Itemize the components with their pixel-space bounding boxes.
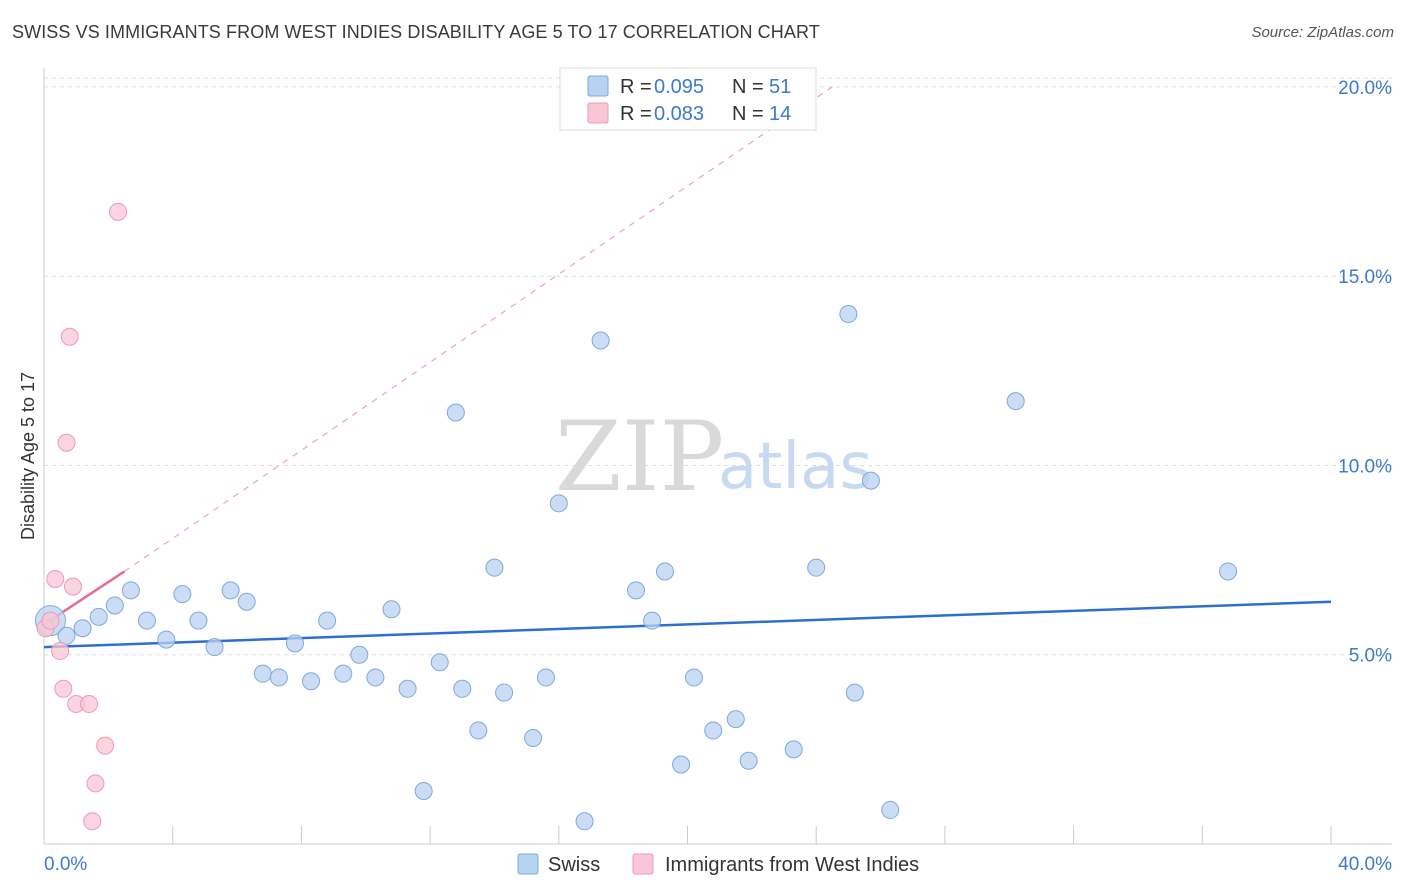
swiss-point-38 [672, 755, 691, 774]
y-tick-labels: 5.0% 10.0% 15.0% 20.0% [1338, 78, 1392, 667]
swiss-point-50 [1219, 562, 1238, 581]
legend-n-label-swiss: N = [732, 76, 764, 98]
bottom-legend-swatch-west-indies [632, 853, 654, 875]
swiss-point-12 [237, 592, 256, 611]
legend-swatch-west-indies [587, 102, 609, 124]
swiss-point-8 [173, 585, 192, 604]
swiss-point-5 [121, 581, 140, 600]
legend-r-label-west-indies: R = [620, 103, 652, 125]
swiss-point-19 [350, 645, 369, 664]
west-indies-points [36, 202, 128, 831]
legend-n-label-west-indies: N = [732, 103, 764, 125]
swiss-point-6 [137, 611, 156, 630]
bottom-legend-swatch-swiss [517, 853, 539, 875]
swiss-point-26 [453, 679, 472, 698]
legend-n-value-west-indies: 14 [769, 103, 791, 125]
swiss-point-4 [105, 596, 124, 615]
grid [44, 77, 1392, 656]
watermark-atlas: atlas [718, 430, 873, 504]
axes [43, 68, 1392, 845]
trend-lines [43, 86, 1332, 649]
swiss-point-42 [739, 751, 758, 770]
bottom-legend-label-swiss: Swiss [548, 854, 600, 876]
y-tick-label-3: 20.0% [1338, 78, 1392, 99]
swiss-point-30 [524, 729, 543, 748]
x-tick-label-min: 0.0% [44, 854, 87, 875]
swiss-point-20 [366, 668, 385, 687]
swiss-point-7 [157, 630, 176, 649]
watermark-zip: ZIP [555, 401, 724, 513]
legend-r-label-swiss: R = [620, 76, 652, 98]
swiss-point-22 [398, 679, 417, 698]
watermark: ZIP atlas [555, 401, 873, 513]
west-indies-point-11 [86, 774, 105, 793]
west-indies-point-12 [96, 736, 115, 755]
swiss-point-17 [318, 611, 337, 630]
west-indies-point-5 [57, 433, 76, 452]
west-indies-point-3 [51, 641, 70, 660]
swiss-point-36 [643, 611, 662, 630]
swiss-point-29 [495, 683, 514, 702]
swiss-point-24 [430, 653, 449, 672]
swiss-point-46 [845, 683, 864, 702]
swiss-point-44 [807, 558, 826, 577]
west-indies-point-13 [109, 202, 128, 221]
source-label: Source: ZipAtlas.com [1251, 24, 1394, 41]
swiss-point-3 [89, 607, 108, 626]
bottom-legend-label-west-indies: Immigrants from West Indies [665, 854, 919, 876]
swiss-point-14 [269, 668, 288, 687]
swiss-point-37 [655, 562, 674, 581]
swiss-point-23 [414, 782, 433, 801]
swiss-point-35 [627, 581, 646, 600]
west-indies-point-6 [60, 327, 79, 346]
swiss-point-27 [469, 721, 488, 740]
y-axis-title: Disability Age 5 to 17 [18, 372, 38, 540]
swiss-point-32 [549, 494, 568, 513]
swiss-points [34, 305, 1238, 831]
swiss-point-16 [302, 672, 321, 691]
west-indies-point-9 [80, 694, 99, 713]
swiss-point-13 [253, 664, 272, 683]
swiss-point-47 [861, 471, 880, 490]
swiss-point-10 [205, 638, 224, 657]
west-indies-point-4 [54, 679, 73, 698]
swiss-point-31 [536, 668, 555, 687]
y-tick-label-2: 15.0% [1338, 267, 1392, 288]
swiss-point-21 [382, 600, 401, 619]
west-indies-point-1 [41, 611, 60, 630]
swiss-point-49 [1006, 392, 1025, 411]
y-tick-label-1: 10.0% [1338, 456, 1392, 477]
swiss-point-40 [704, 721, 723, 740]
swiss-point-43 [784, 740, 803, 759]
legend-swatch-swiss [587, 75, 609, 97]
y-tick-label-0: 5.0% [1349, 646, 1392, 667]
chart-title: SWISS VS IMMIGRANTS FROM WEST INDIES DIS… [12, 22, 820, 42]
legend-r-value-west-indies: 0.083 [654, 103, 704, 125]
swiss-point-18 [334, 664, 353, 683]
swiss-point-48 [881, 800, 900, 819]
series-legend: Swiss Immigrants from West Indies [517, 853, 919, 876]
swiss-point-41 [726, 710, 745, 729]
legend-n-value-swiss: 51 [769, 76, 791, 98]
swiss-point-45 [839, 305, 858, 324]
west-indies-point-7 [63, 577, 82, 596]
swiss-point-2 [73, 619, 92, 638]
swiss-point-15 [285, 634, 304, 653]
west-indies-point-10 [83, 812, 102, 831]
swiss-point-9 [189, 611, 208, 630]
swiss-point-34 [591, 331, 610, 350]
swiss-point-33 [575, 812, 594, 831]
swiss-point-11 [221, 581, 240, 600]
swiss-point-39 [684, 668, 703, 687]
correlation-legend: R = 0.095 N = 51 R = 0.083 N = 14 [559, 67, 817, 131]
legend-r-value-swiss: 0.095 [654, 76, 704, 98]
swiss-point-1 [57, 626, 76, 645]
x-tick-label-max: 40.0% [1338, 854, 1392, 875]
swiss-trend-line [43, 600, 1332, 649]
swiss-point-25 [446, 403, 465, 422]
swiss-point-28 [485, 558, 504, 577]
west-indies-point-2 [46, 570, 65, 589]
